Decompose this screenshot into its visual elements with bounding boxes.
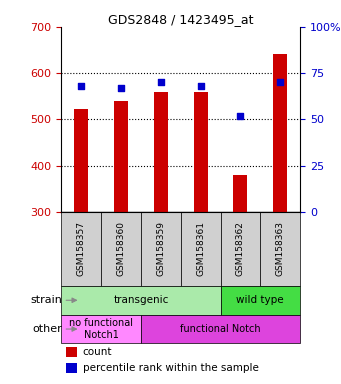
Text: count: count — [83, 347, 113, 357]
Text: GSM158362: GSM158362 — [236, 222, 245, 276]
Bar — [260, 212, 300, 286]
Point — [238, 113, 243, 119]
Bar — [61, 212, 101, 286]
Text: GSM158359: GSM158359 — [156, 222, 165, 276]
Point — [278, 79, 283, 86]
Point — [78, 83, 84, 89]
Text: GSM158361: GSM158361 — [196, 222, 205, 276]
Text: functional Notch: functional Notch — [180, 324, 261, 334]
Bar — [61, 314, 141, 343]
Point — [158, 79, 164, 86]
Text: percentile rank within the sample: percentile rank within the sample — [83, 363, 259, 373]
Bar — [141, 212, 181, 286]
Bar — [221, 212, 260, 286]
Title: GDS2848 / 1423495_at: GDS2848 / 1423495_at — [108, 13, 253, 26]
Bar — [66, 362, 77, 373]
Point — [198, 83, 203, 89]
Bar — [221, 286, 300, 314]
Text: GSM158360: GSM158360 — [117, 222, 125, 276]
Bar — [141, 314, 300, 343]
Text: strain: strain — [30, 295, 62, 305]
Bar — [273, 54, 287, 212]
Bar — [181, 212, 221, 286]
Text: transgenic: transgenic — [113, 295, 169, 305]
Text: no functional
Notch1: no functional Notch1 — [69, 318, 133, 340]
Bar — [61, 286, 221, 314]
Text: GSM158357: GSM158357 — [77, 222, 86, 276]
Bar — [194, 92, 208, 212]
Bar — [234, 175, 247, 212]
Bar — [114, 101, 128, 212]
Text: other: other — [32, 324, 62, 334]
Point — [118, 85, 124, 91]
Text: wild type: wild type — [237, 295, 284, 305]
Bar — [66, 347, 77, 357]
Bar — [101, 212, 141, 286]
Bar — [154, 92, 168, 212]
Text: GSM158363: GSM158363 — [276, 222, 285, 276]
Bar — [74, 109, 88, 212]
